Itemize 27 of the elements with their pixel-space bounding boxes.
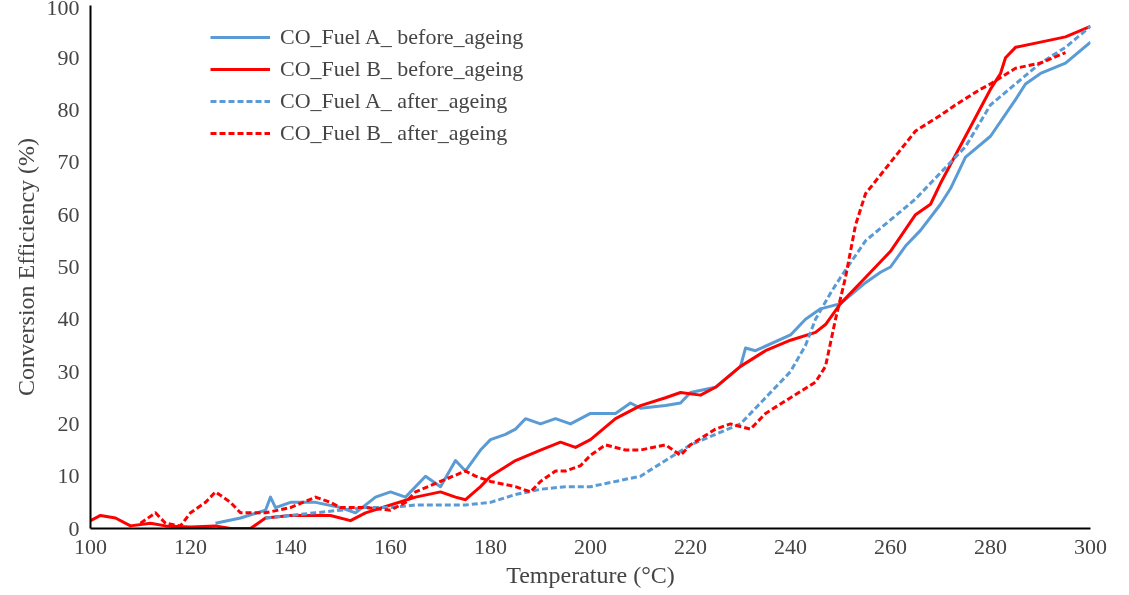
y-tick-label: 30	[57, 358, 80, 384]
x-tick-label: 220	[674, 533, 707, 559]
x-tick-label: 280	[974, 533, 1007, 559]
y-tick-label: 40	[57, 306, 80, 332]
y-axis-title: Conversion Efficiency (%)	[12, 137, 39, 397]
x-tick-label: 160	[374, 533, 407, 559]
legend-label: CO_Fuel B_ after_ageing	[280, 120, 508, 146]
y-tick-label: 10	[57, 463, 80, 489]
x-tick-label: 240	[774, 533, 807, 559]
y-tick-label: 100	[46, 0, 80, 20]
y-tick-label: 60	[57, 201, 80, 227]
legend-label: CO_Fuel B_ before_ageing	[280, 56, 524, 82]
x-tick-label: 200	[574, 533, 607, 559]
legend-label: CO_Fuel A_ before_ageing	[280, 24, 524, 50]
x-tick-label: 300	[1074, 533, 1107, 559]
y-tick-label: 50	[57, 254, 80, 279]
x-tick-label: 140	[274, 533, 307, 559]
x-tick-label: 120	[174, 533, 207, 559]
x-tick-label: 180	[474, 533, 507, 559]
y-tick-label: 80	[57, 97, 80, 123]
x-axis-title: Temperature (°C)	[506, 561, 675, 588]
y-tick-label: 90	[57, 44, 80, 70]
legend-label: CO_Fuel A_ after_ageing	[280, 88, 508, 114]
y-tick-label: 0	[68, 515, 80, 541]
y-tick-label: 20	[57, 410, 80, 436]
x-tick-label: 260	[874, 533, 907, 559]
y-tick-label: 70	[57, 149, 80, 175]
